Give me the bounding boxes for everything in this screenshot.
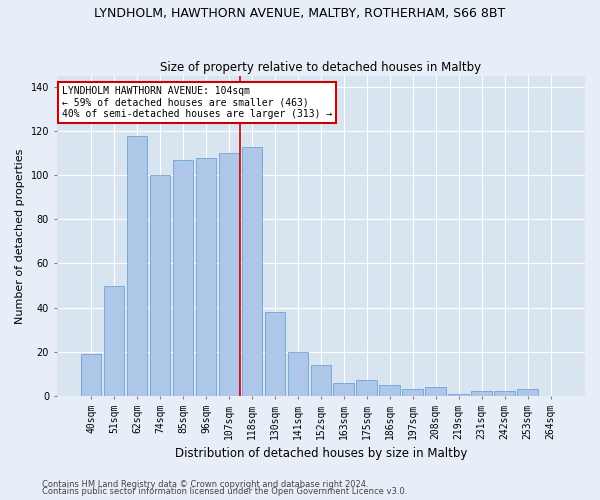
Bar [334, 382, 354, 396]
Text: LYNDHOLM, HAWTHORN AVENUE, MALTBY, ROTHERHAM, S66 8BT: LYNDHOLM, HAWTHORN AVENUE, MALTBY, ROTHE… [94, 8, 506, 20]
Bar [265, 312, 285, 396]
Bar [403, 389, 423, 396]
Text: Contains public sector information licensed under the Open Government Licence v3: Contains public sector information licen… [42, 487, 407, 496]
Bar [448, 394, 469, 396]
Bar [356, 380, 377, 396]
Bar [311, 365, 331, 396]
Bar [242, 146, 262, 396]
Bar [494, 392, 515, 396]
X-axis label: Distribution of detached houses by size in Maltby: Distribution of detached houses by size … [175, 447, 467, 460]
Bar [173, 160, 193, 396]
Bar [218, 153, 239, 396]
Bar [104, 286, 124, 396]
Bar [127, 136, 148, 396]
Bar [81, 354, 101, 396]
Title: Size of property relative to detached houses in Maltby: Size of property relative to detached ho… [160, 60, 481, 74]
Bar [379, 385, 400, 396]
Bar [196, 158, 216, 396]
Text: LYNDHOLM HAWTHORN AVENUE: 104sqm
← 59% of detached houses are smaller (463)
40% : LYNDHOLM HAWTHORN AVENUE: 104sqm ← 59% o… [62, 86, 332, 119]
Text: Contains HM Land Registry data © Crown copyright and database right 2024.: Contains HM Land Registry data © Crown c… [42, 480, 368, 489]
Y-axis label: Number of detached properties: Number of detached properties [15, 148, 25, 324]
Bar [517, 389, 538, 396]
Bar [149, 176, 170, 396]
Bar [287, 352, 308, 396]
Bar [425, 387, 446, 396]
Bar [472, 392, 492, 396]
